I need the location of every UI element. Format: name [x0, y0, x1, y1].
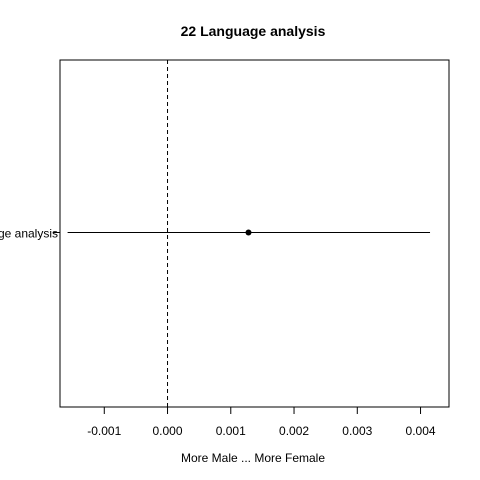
x-tick-label: 0.002 [279, 424, 309, 438]
x-axis-label: More Male ... More Female [181, 451, 325, 465]
x-tick-label: 0.003 [342, 424, 372, 438]
x-tick-label: 0.001 [216, 424, 246, 438]
chart-title: 22 Language analysis [181, 23, 326, 39]
y-tick-label: 22 Language analysis [0, 227, 58, 241]
x-tick-label: 0.000 [153, 424, 183, 438]
plot-frame [59, 59, 450, 408]
x-tick-label: -0.001 [87, 424, 121, 438]
x-axis: -0.001 0.000 0.001 0.002 0.003 0.004 [87, 406, 436, 438]
x-tick-label: 0.004 [406, 424, 436, 438]
plot-marks: 22 Language analysis [0, 60, 431, 407]
estimate-point [245, 229, 252, 236]
